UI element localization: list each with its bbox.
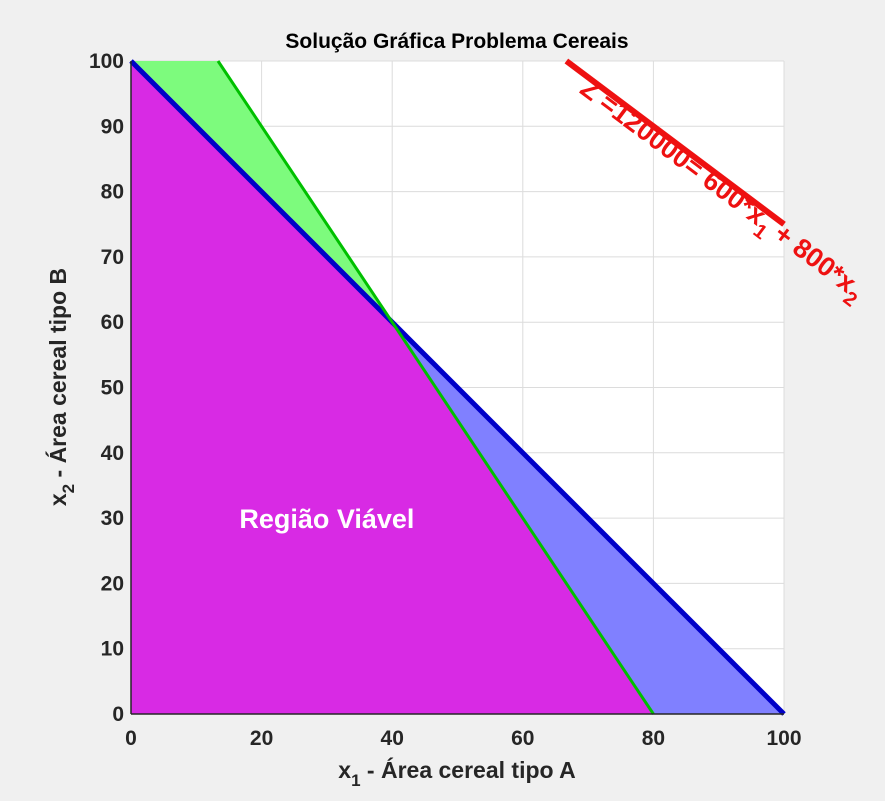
x-tick-label: 20 [250, 727, 273, 750]
y-tick-label: 10 [101, 638, 124, 661]
chart-title: Solução Gráfica Problema Cereais [285, 30, 628, 53]
y-tick-label: 30 [101, 507, 124, 530]
axes [130, 61, 784, 715]
x-tick-label: 80 [642, 727, 665, 750]
y-tick-label: 0 [112, 703, 124, 726]
y-axis-title: x2 - Área cereal tipo B [44, 268, 78, 506]
y-tick-label: 80 [101, 181, 124, 204]
constraint-lines [129, 58, 786, 716]
y-tick-label: 20 [101, 572, 124, 595]
y-tick-label: 70 [101, 246, 124, 269]
objective-line [564, 58, 786, 227]
feasible-region-label: Região Viável [239, 504, 414, 534]
x-tick-label: 40 [381, 727, 404, 750]
x-tick-label: 60 [511, 727, 534, 750]
y-tick-label: 100 [89, 50, 124, 73]
x-tick-label: 0 [125, 727, 137, 750]
x-axis-title: x1 - Área cereal tipo A [338, 756, 575, 790]
y-tick-label: 50 [101, 377, 124, 400]
y-tick-label: 60 [101, 311, 124, 334]
x-tick-label: 100 [766, 727, 801, 750]
y-tick-label: 90 [101, 115, 124, 138]
feasible-region [131, 61, 654, 714]
constraint-line-green [216, 60, 655, 715]
tick-labels: 0 20 40 60 80 100 0 10 20 30 40 50 60 70 80 90 100 [89, 50, 802, 750]
y-tick-label: 40 [101, 442, 124, 465]
